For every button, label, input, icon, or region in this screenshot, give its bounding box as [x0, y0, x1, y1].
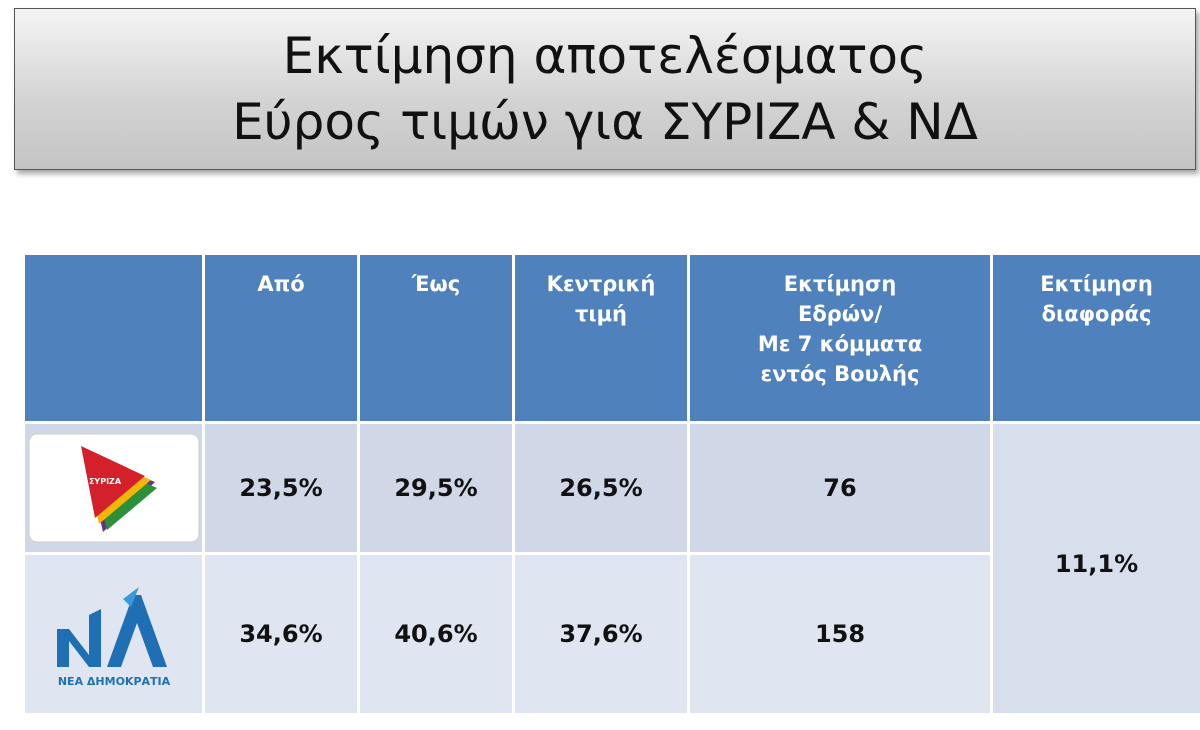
logo-shape	[56, 609, 101, 667]
difference-cell: 11,1%	[990, 421, 1200, 716]
title-line: Εκτίμηση αποτελέσματος	[282, 27, 928, 85]
table-row: ΣΥΡΙΖΑ 23,5% 29,5% 26,5% 76 11,1%	[22, 421, 1200, 716]
header-text: Εκτίμηση	[783, 272, 897, 296]
table-cell: 40,6%	[357, 552, 515, 716]
logo-shape	[106, 595, 167, 667]
table-cell: 34,6%	[202, 552, 360, 716]
logo-shape	[80, 446, 145, 518]
header-text: Έως	[411, 272, 461, 296]
logo-text: ΝΕΑ ΔΗΜΟΚΡΑΤΙΑ	[57, 675, 170, 688]
header-cell	[22, 252, 205, 424]
nd-logo: ΝΕΑ ΔΗΜΟΚΡΑΤΙΑ	[56, 587, 170, 688]
table-cell: 76	[687, 421, 993, 555]
table-cell: 158	[687, 552, 993, 716]
header-row: Από Έως Κεντρική τιμή Εκτίμηση Εδρών/Με 7 …	[22, 252, 1200, 424]
header-text: Κεντρική	[546, 272, 656, 296]
header-text: Με 7 κόμματα	[757, 332, 923, 356]
title-line: Εύρος τιμών για ΣΥΡΙΖΑ & ΝΔ	[232, 93, 978, 151]
logo-cell: ΣΥΡΙΖΑ	[22, 421, 205, 555]
header-cell: Εκτίμηση διαφοράς	[990, 252, 1200, 424]
syriza-logo: ΣΥΡΙΖΑ	[28, 433, 199, 543]
title-box: Εκτίμηση αποτελέσματος Εύρος τιμών για Σ…	[14, 8, 1196, 170]
header-text: Από	[257, 272, 305, 296]
table-cell: 26,5%	[512, 421, 690, 555]
header-text: τιμή	[575, 302, 627, 326]
table-cell: 29,5%	[357, 421, 515, 555]
header-cell: Έως	[357, 252, 515, 424]
header-cell: Κεντρική τιμή	[512, 252, 690, 424]
table-cell: 37,6%	[512, 552, 690, 716]
header-text: εντός Βουλής	[760, 362, 920, 386]
results-table: Από Έως Κεντρική τιμή Εκτίμηση Εδρών/Με 7 …	[22, 252, 1200, 716]
logo-text: ΣΥΡΙΖΑ	[88, 477, 121, 486]
header-cell: Εκτίμηση Εδρών/Με 7 κόμματα εντός Βουλής	[687, 252, 993, 424]
logo-shape	[122, 587, 139, 607]
header-text: διαφοράς	[1041, 302, 1152, 326]
header-cell: Από	[202, 252, 360, 424]
logo-cell: ΝΕΑ ΔΗΜΟΚΡΑΤΙΑ	[22, 552, 205, 716]
table-cell: 23,5%	[202, 421, 360, 555]
table-row: ΝΕΑ ΔΗΜΟΚΡΑΤΙΑ 34,6% 40,6% 37,6% 158	[22, 552, 1200, 716]
header-text: Εδρών/	[797, 302, 883, 326]
header-text: Εκτίμηση	[1040, 272, 1153, 296]
